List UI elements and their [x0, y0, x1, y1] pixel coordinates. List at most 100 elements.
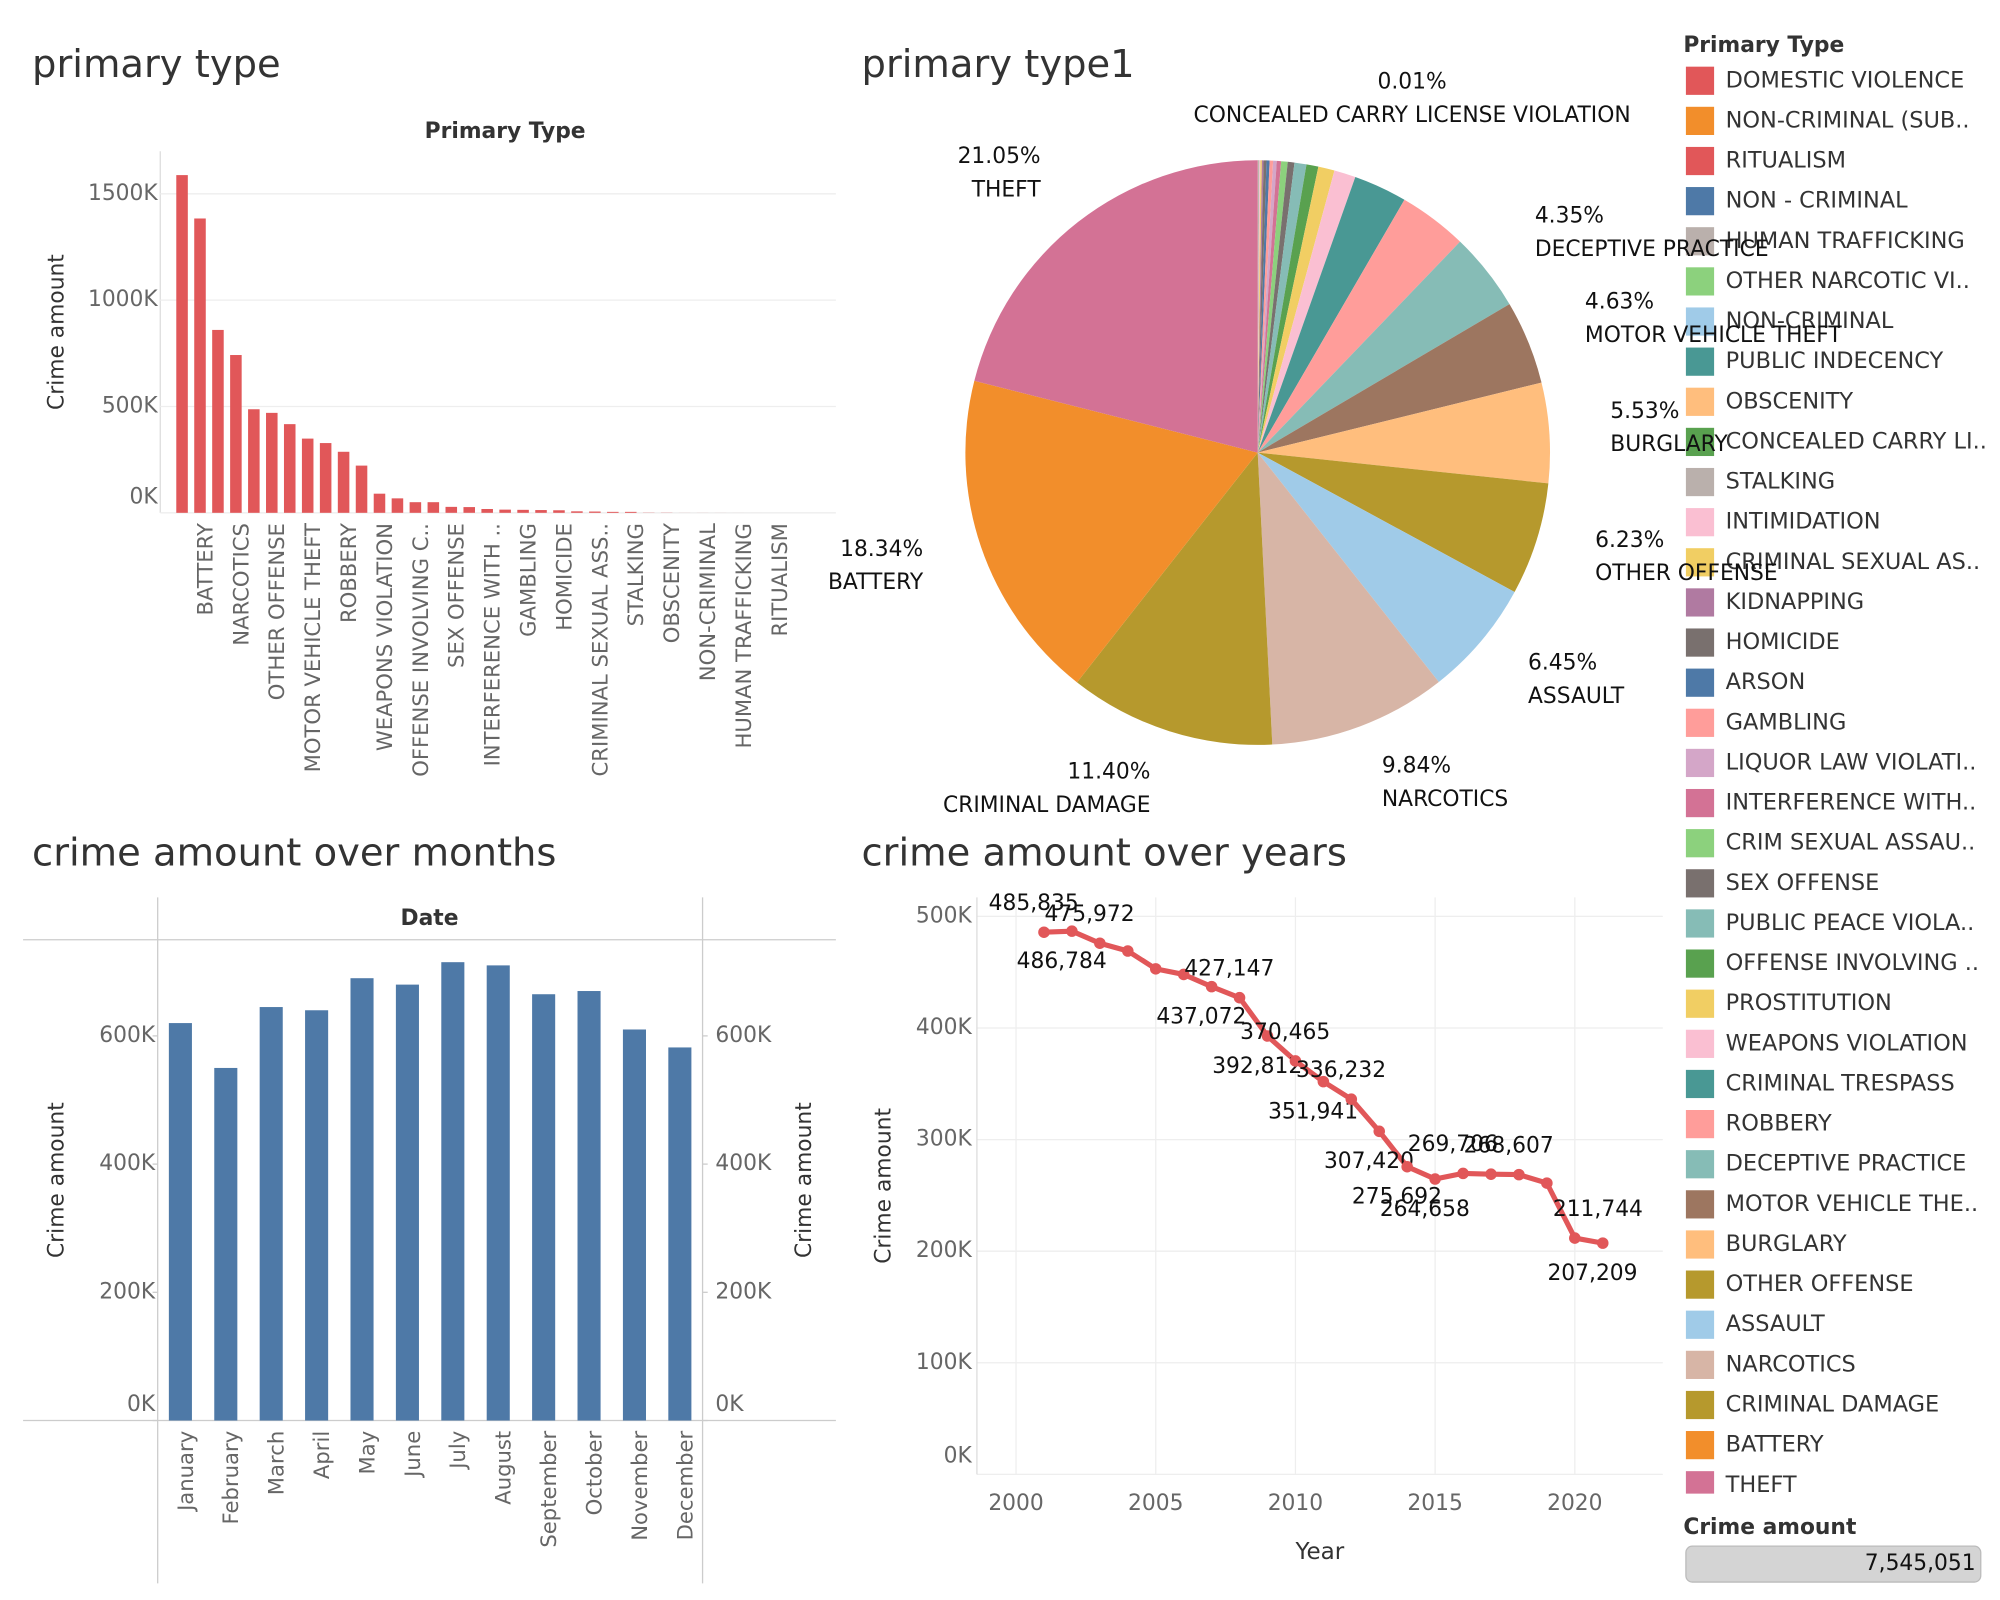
bar: [301, 438, 314, 513]
legend-swatch: [1685, 1350, 1715, 1379]
slice-label: CRIMINAL DAMAGE: [943, 793, 1150, 818]
x-tick-label: May: [354, 1431, 379, 1475]
x-tick-label: July: [445, 1431, 470, 1471]
bar: [305, 1010, 329, 1421]
legend-label: LIQUOR LAW VIOLATI..: [1726, 749, 1977, 775]
bar: [532, 994, 556, 1421]
x-tick-label: NARCOTICS: [228, 523, 253, 646]
legend-swatch: [1685, 307, 1715, 336]
slice-label: CONCEALED CARRY LICENSE VIOLATION: [1194, 103, 1631, 128]
slice-label: ASSAULT: [1528, 684, 1625, 709]
slice-value-label: 4.35%: [1535, 204, 1604, 229]
y2-tick-label: 0K: [715, 1392, 744, 1417]
legend-swatch: [1685, 708, 1715, 737]
x-tick-label: CRIMINAL SEXUAL ASS..: [587, 523, 612, 776]
bar: [622, 1029, 646, 1421]
header: Primary Type: [425, 119, 586, 144]
bar: [350, 978, 374, 1421]
x-tick-label: March: [264, 1431, 289, 1495]
point: [1513, 1168, 1525, 1181]
bar: [625, 511, 637, 513]
pie-slice: [1257, 160, 1277, 453]
legend-label: NON - CRIMINAL: [1726, 188, 1908, 214]
legend-swatch: [1685, 548, 1715, 577]
bar: [409, 502, 422, 513]
slice-value-label: 6.23%: [1595, 528, 1664, 553]
point: [1596, 1237, 1609, 1249]
pie-slice: [1257, 160, 1262, 453]
legend-swatch: [1685, 668, 1715, 697]
data-label: 275,692: [1352, 1184, 1442, 1209]
x-tick-label: BATTERY: [192, 523, 217, 615]
pie-slice: [1257, 304, 1542, 453]
x-tick-label: June: [400, 1431, 425, 1479]
legend-label: ARSON: [1726, 669, 1806, 695]
legend-swatch: [1685, 1310, 1715, 1339]
legend-swatch: [1685, 788, 1715, 818]
bar: [571, 511, 583, 513]
legend-label: CRIMINAL SEXUAL AS..: [1726, 549, 1981, 575]
chart-title: crime amount over years: [862, 831, 1347, 876]
legend-label: RITUALISM: [1726, 148, 1846, 174]
point: [1485, 1168, 1497, 1180]
x-tick-label: January: [173, 1431, 198, 1513]
legend-swatch: [1685, 1270, 1715, 1299]
legend-label: ASSAULT: [1726, 1311, 1825, 1337]
legend-label: OTHER NARCOTIC VI..: [1726, 268, 1970, 294]
bar: [230, 355, 242, 513]
legend-swatch: [1685, 106, 1715, 135]
bar: [577, 991, 601, 1421]
legend-swatch: [1685, 427, 1715, 457]
x-tick-label: WEAPONS VIOLATION: [372, 523, 397, 751]
pie-slice: [1257, 199, 1461, 453]
y-tick-label: 500K: [102, 393, 159, 418]
x-tick-label: September: [536, 1430, 561, 1547]
legend-label: OBSCENITY: [1726, 388, 1854, 414]
slice-label: BATTERY: [828, 570, 924, 595]
bar: [259, 1007, 283, 1421]
bar: [395, 984, 419, 1421]
y-tick-label: 200K: [99, 1279, 156, 1304]
bar: [535, 510, 547, 513]
legend-label: BURGLARY: [1726, 1231, 1847, 1257]
x-tick-label: April: [309, 1431, 334, 1479]
y-axis-label: Crime amount: [872, 1108, 897, 1264]
legend-label: DOMESTIC VIOLENCE: [1726, 67, 1965, 93]
legend-label: SEX OFFENSE: [1726, 870, 1880, 896]
slice-label: MOTOR VEHICLE THEFT: [1585, 323, 1843, 348]
filter-value: 7,545,051: [1865, 1551, 1976, 1576]
pie-slice: [1257, 452, 1549, 592]
x-tick-label: 2000: [988, 1491, 1043, 1516]
legend-label: NARCOTICS: [1726, 1351, 1856, 1377]
point: [1457, 1167, 1469, 1180]
x-tick-label: 2020: [1547, 1491, 1602, 1516]
filter-slider[interactable]: [1685, 1545, 1982, 1583]
point: [1038, 926, 1050, 938]
pie-slice: [1257, 162, 1307, 453]
slice-value-label: 5.53%: [1610, 399, 1679, 424]
x-tick-label: August: [491, 1431, 516, 1505]
legend-swatch: [1685, 829, 1715, 858]
bar: [589, 511, 601, 513]
legend-label: BATTERY: [1726, 1432, 1824, 1458]
chart-title: primary type: [32, 42, 281, 87]
x-tick-label: December: [672, 1430, 697, 1540]
bar: [283, 424, 296, 513]
chart-title: crime amount over months: [32, 831, 556, 876]
y-tick-label: 500K: [916, 903, 973, 928]
point: [1177, 968, 1190, 981]
legend-label: CRIM SEXUAL ASSAU..: [1726, 830, 1976, 856]
legend-swatch: [1685, 1190, 1715, 1219]
data-label: 307,420: [1324, 1149, 1414, 1174]
data-label: 486,784: [1017, 949, 1107, 974]
legend-label: NON-CRIMINAL (SUB..: [1726, 107, 1970, 133]
point: [1289, 1055, 1302, 1067]
bar: [319, 443, 332, 513]
bar: [168, 1023, 192, 1421]
bar: [266, 412, 278, 513]
pie-slice: [1257, 161, 1288, 453]
legend-label: PROSTITUTION: [1726, 990, 1892, 1016]
point: [1233, 991, 1246, 1004]
slice-value-label: 6.45%: [1528, 651, 1597, 676]
slice-label: THEFT: [971, 177, 1042, 202]
